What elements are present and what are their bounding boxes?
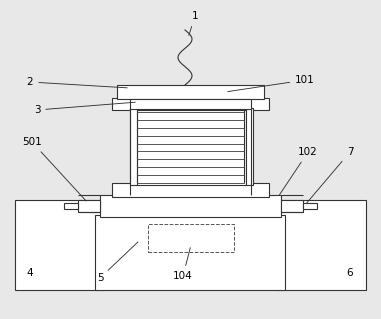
Text: 104: 104 xyxy=(173,248,193,281)
Text: 7: 7 xyxy=(307,147,353,203)
Bar xyxy=(148,224,234,252)
Bar xyxy=(130,108,137,185)
Bar xyxy=(246,108,253,185)
Text: 4: 4 xyxy=(27,268,33,278)
Bar xyxy=(78,200,100,212)
Text: 6: 6 xyxy=(347,268,353,278)
Text: 2: 2 xyxy=(27,77,127,88)
Text: 501: 501 xyxy=(22,137,86,201)
Bar xyxy=(276,200,366,290)
Text: 102: 102 xyxy=(280,147,318,195)
Bar xyxy=(15,200,105,290)
Text: 5: 5 xyxy=(97,242,138,283)
Bar xyxy=(112,98,269,110)
Bar xyxy=(281,200,303,212)
Text: 3: 3 xyxy=(34,102,135,115)
Text: 101: 101 xyxy=(228,75,315,92)
Bar xyxy=(303,203,317,209)
Bar xyxy=(112,183,269,197)
Bar xyxy=(130,99,251,109)
Bar xyxy=(135,108,246,185)
Text: 1: 1 xyxy=(189,11,199,35)
Bar xyxy=(64,203,78,209)
Bar xyxy=(95,215,285,290)
Bar xyxy=(117,85,264,99)
Bar xyxy=(100,195,281,217)
